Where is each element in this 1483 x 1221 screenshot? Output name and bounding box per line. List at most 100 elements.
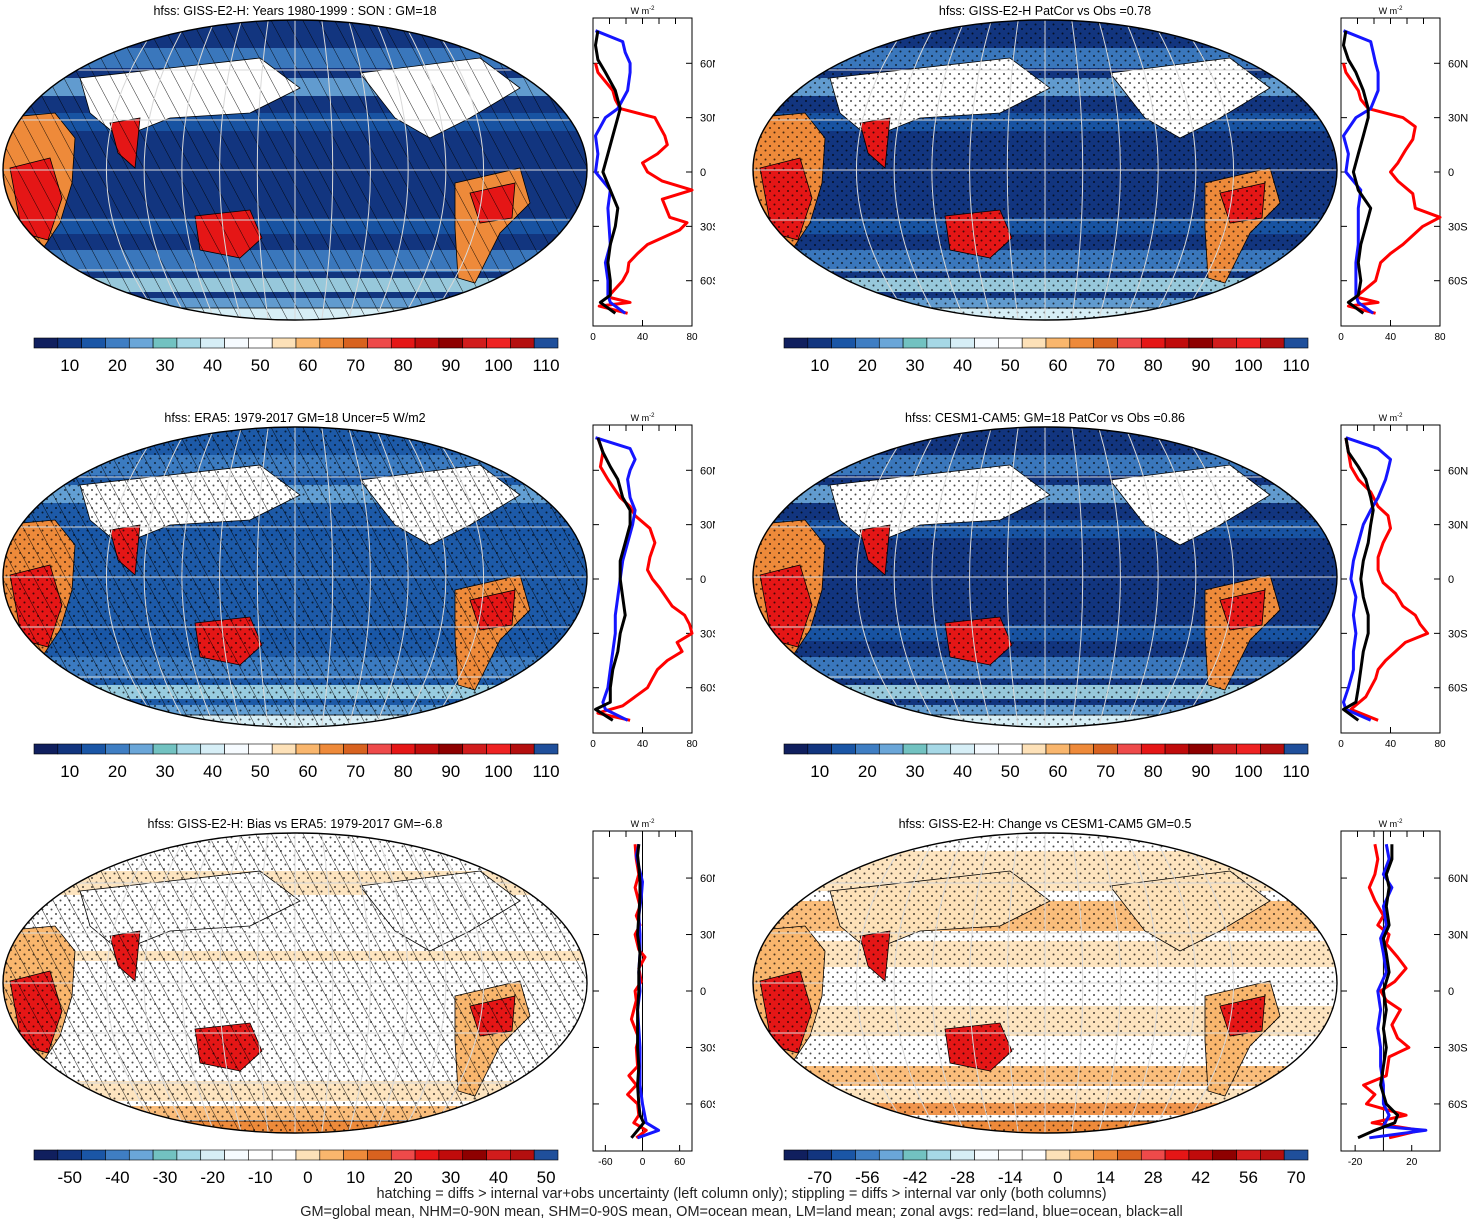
colorbar-tick-label: 70 (1096, 762, 1115, 781)
map-meridian (1098, 833, 1121, 1133)
map-meridian (181, 427, 216, 727)
colorbar-tick-label: 14 (1096, 1168, 1115, 1187)
map-meridian (348, 20, 371, 320)
colorbar-swatch (248, 337, 273, 349)
colorbar-swatch (81, 337, 106, 349)
colorbar-swatch (783, 337, 809, 349)
colorbar-swatch (510, 337, 535, 349)
zonal-xtick-label: 60 (674, 1157, 686, 1168)
map-meridian (181, 20, 216, 320)
map-meridian (969, 20, 992, 320)
colorbar-swatch (1069, 1149, 1094, 1161)
colorbar-swatch (390, 1149, 416, 1161)
colorbar-tick-label: 100 (1234, 762, 1262, 781)
colorbar-swatch (1188, 337, 1214, 349)
colorbar-tick-label: 110 (1283, 762, 1310, 781)
colorbar-swatch (974, 1149, 999, 1161)
colorbar-tick-label: 56 (1239, 1168, 1258, 1187)
map-meridian (374, 20, 409, 320)
zonal-ytick-label: 0 (1448, 167, 1454, 179)
map-outline (752, 832, 1338, 1134)
colorbar-swatch (224, 743, 249, 755)
colorbar-swatch (510, 743, 535, 755)
map-meridian (401, 427, 447, 727)
colorbar-tick-label: 60 (1048, 762, 1067, 781)
colorbar-swatch (950, 1149, 975, 1161)
colorbar-tick-label: -50 (57, 1168, 82, 1187)
colorbar: 10 20 30 40 50 60 70 80 90 100 110 (33, 337, 560, 375)
colorbar-tick-label: 50 (1001, 762, 1020, 781)
colorbar-swatch (81, 1149, 106, 1161)
colorbar-tick-label: 30 (156, 762, 175, 781)
panel-title: hfss: GISS-E2-H: Years 1980-1999 : SON :… (153, 4, 437, 18)
map-fill-layer (753, 20, 1337, 320)
zonal-series-ocean (1342, 436, 1392, 722)
map-meridian (321, 427, 334, 727)
zonal-ytick-label: 60S (1448, 683, 1468, 695)
zonal-ytick-label: 0 (700, 574, 706, 586)
zonal-ytick-label: 30N (1448, 930, 1468, 942)
colorbar-swatch (105, 337, 130, 349)
map-graticule (753, 833, 1337, 1133)
colorbar-tick-label: 110 (533, 356, 560, 375)
colorbar-swatch (438, 743, 464, 755)
colorbar-tick-label: 90 (1191, 356, 1210, 375)
colorbar-tick-label: 40 (489, 1168, 508, 1187)
colorbar-swatch (462, 337, 487, 349)
map-meridian (256, 20, 269, 320)
colorbar-swatch (200, 337, 225, 349)
map-meridian (856, 20, 912, 320)
colorbar-tick-label: 40 (953, 356, 972, 375)
colorbar-swatch (950, 337, 975, 349)
colorbar-swatch (57, 1149, 82, 1161)
colorbar-swatch (1212, 1149, 1237, 1161)
colorbar: -70 -56 -42 -28 -14 0 14 28 42 56 70 (783, 1149, 1309, 1187)
zonal-ytick-label: 60S (700, 1099, 715, 1111)
map-meridian (969, 833, 992, 1133)
colorbar-swatch (367, 337, 392, 349)
colorbar-swatch (831, 337, 856, 349)
colorbar-tick-label: 30 (906, 762, 925, 781)
colorbar-tick-label: 70 (346, 356, 365, 375)
colorbar-swatch (807, 1149, 832, 1161)
map-meridian (348, 833, 371, 1133)
map-graticule (3, 833, 587, 1133)
colorbar-swatch (1212, 337, 1237, 349)
map-meridian (106, 427, 162, 727)
colorbar-tick-label: 20 (108, 356, 127, 375)
colorbar-swatch (998, 337, 1023, 349)
colorbar-swatch (367, 1149, 392, 1161)
colorbar-swatch (783, 1149, 809, 1161)
zonal-xtick-label: -20 (1348, 1157, 1363, 1168)
map-meridian (1098, 20, 1121, 320)
colorbar-swatch (152, 337, 178, 349)
colorbar-swatch (438, 337, 464, 349)
map-fill-layer (3, 833, 587, 1133)
colorbar-tick-label: -40 (105, 1168, 130, 1187)
colorbar-swatch (510, 1149, 535, 1161)
colorbar-tick-label: -56 (855, 1168, 880, 1187)
colorbar-swatch (878, 1149, 904, 1161)
map-meridian (143, 20, 189, 320)
colorbar-swatch (1021, 743, 1047, 755)
colorbar-tick-label: 80 (394, 356, 413, 375)
colorbar-tick-label: 50 (1001, 356, 1020, 375)
map-meridian (1124, 427, 1159, 727)
colorbar-swatch (902, 1149, 928, 1161)
colorbar-tick-label: 10 (810, 356, 829, 375)
zonal-mean-plot: W m-2 60N 30N 0 30S 60S 0 40 80 (1338, 6, 1468, 343)
zonal-ytick-label: 60N (700, 465, 715, 477)
map-meridian (1006, 833, 1019, 1133)
map-meridian (931, 427, 966, 727)
colorbar-tick-label: 110 (533, 762, 560, 781)
map-plot (752, 19, 1338, 321)
zonal-unit-label: W m-2 (1379, 819, 1403, 829)
colorbar: -50 -40 -30 -20 -10 0 10 20 30 40 50 (33, 1149, 559, 1187)
map-meridian (1006, 20, 1019, 320)
colorbar-swatch (1212, 743, 1237, 755)
colorbar-swatch (486, 337, 511, 349)
colorbar-tick-label: -30 (153, 1168, 178, 1187)
colorbar-swatch (878, 337, 904, 349)
map-graticule (753, 20, 1337, 320)
map-meridian (931, 833, 966, 1133)
